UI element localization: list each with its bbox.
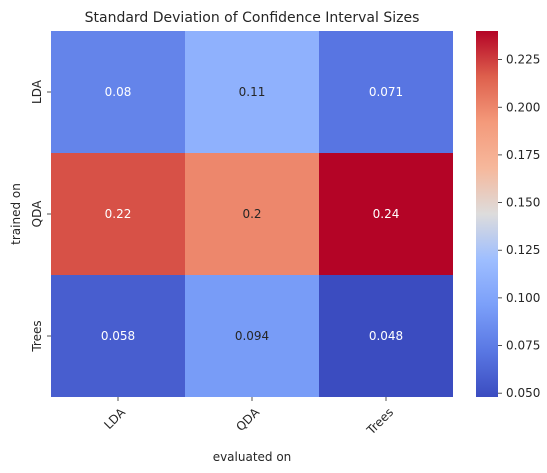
heatmap-cell xyxy=(185,153,319,275)
colorbar-tick-label: 0.075 xyxy=(506,339,540,353)
heatmap-cell xyxy=(319,153,453,275)
heatmap-cells: 0.08 0.11 0.071 0.22 0.2 0.24 0.058 0.094 0.048 xyxy=(51,31,453,397)
y-tick-labels: LDA QDA Trees xyxy=(30,79,51,353)
cell-label: 0.058 xyxy=(101,329,135,343)
cell-label: 0.11 xyxy=(239,85,266,99)
cell-label: 0.08 xyxy=(105,85,132,99)
colorbar xyxy=(476,31,498,397)
heatmap-cell xyxy=(185,31,319,153)
cell-label: 0.22 xyxy=(105,207,132,221)
colorbar-tick-label: 0.200 xyxy=(506,100,540,114)
cell-label: 0.048 xyxy=(369,329,403,343)
y-axis-label: trained on xyxy=(9,183,23,245)
colorbar-tick-label: 0.150 xyxy=(506,196,540,210)
cell-label: 0.071 xyxy=(369,85,403,99)
y-tick-label: Trees xyxy=(30,320,44,352)
cell-label: 0.094 xyxy=(235,329,269,343)
heatmap-cell xyxy=(51,275,185,397)
heatmap-cell xyxy=(185,275,319,397)
heatmap-cell xyxy=(51,153,185,275)
heatmap-cell xyxy=(319,31,453,153)
x-tick-label: LDA xyxy=(101,405,128,432)
colorbar-tick-label: 0.225 xyxy=(506,53,540,67)
x-tick-label: Trees xyxy=(363,405,396,438)
heatmap-cell xyxy=(319,275,453,397)
cell-label: 0.2 xyxy=(242,207,261,221)
heatmap-cell xyxy=(51,31,185,153)
y-tick-label: LDA xyxy=(30,79,44,104)
colorbar-tick-label: 0.050 xyxy=(506,386,540,400)
x-tick-labels: LDA QDA Trees xyxy=(101,397,396,438)
colorbar-tick-labels: 0.050 0.075 0.100 0.125 0.150 0.175 0.200 0.225 xyxy=(498,53,540,400)
chart-title: Standard Deviation of Confidence Interva… xyxy=(85,10,420,26)
colorbar-tick-label: 0.125 xyxy=(506,243,540,257)
cell-label: 0.24 xyxy=(373,207,400,221)
colorbar-tick-label: 0.175 xyxy=(506,148,540,162)
y-tick-label: QDA xyxy=(30,200,44,227)
colorbar-tick-label: 0.100 xyxy=(506,291,540,305)
x-axis-label: evaluated on xyxy=(213,450,292,464)
x-tick-label: QDA xyxy=(233,405,262,434)
